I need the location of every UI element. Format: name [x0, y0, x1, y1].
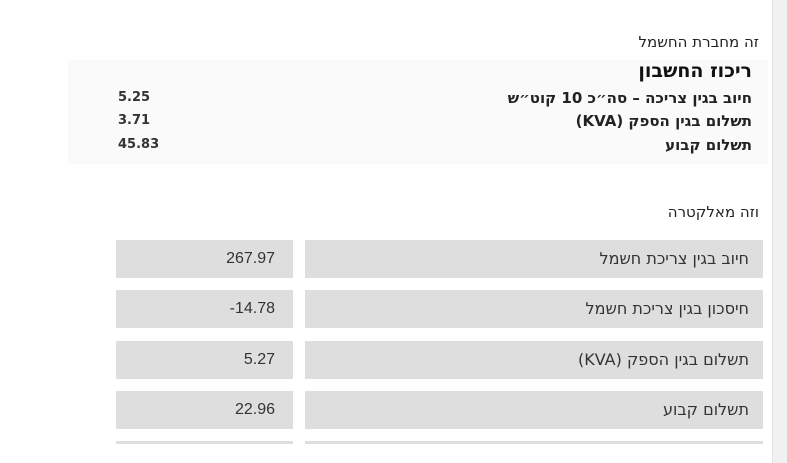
row-value: 267.97: [116, 240, 293, 278]
summary-row-value: 45.83: [118, 137, 160, 152]
account-summary-panel: ריכוז החשבון חיוב בגין צריכה – סה״כ 10 ק…: [68, 60, 768, 164]
vertical-scrollbar[interactable]: [772, 0, 787, 463]
summary-row-label: תשלום בגין הספק (KVA): [575, 112, 752, 130]
row-label: חיוב בגין צריכת חשמל: [305, 240, 763, 278]
row-value: 5.27: [116, 341, 293, 379]
electric-company-caption: זה מחברת החשמל: [638, 33, 759, 51]
summary-row: חיוב בגין צריכה – סה״כ 10 קוט״ש 5.25: [68, 89, 768, 111]
table-row: -14.78 חיסכון בגין צריכת חשמל: [116, 290, 763, 328]
summary-title: ריכוז החשבון: [638, 60, 752, 82]
row-value: 22.96: [116, 391, 293, 429]
table-row: 267.97 חיוב בגין צריכת חשמל: [116, 240, 763, 278]
table-row: 5.27 תשלום בגין הספק (KVA): [116, 341, 763, 379]
table-row-partial-label: [305, 441, 763, 444]
table-row-partial-value: [116, 441, 293, 444]
summary-row: תשלום קבוע 45.83: [68, 136, 768, 158]
table-row: 22.96 תשלום קבוע: [116, 391, 763, 429]
summary-row: תשלום בגין הספק (KVA) 3.71: [68, 112, 768, 134]
summary-row-label: תשלום קבוע: [665, 136, 752, 154]
row-label: חיסכון בגין צריכת חשמל: [305, 290, 763, 328]
electra-caption: וזה מאלקטרה: [667, 203, 759, 221]
row-label: תשלום קבוע: [305, 391, 763, 429]
summary-row-value: 5.25: [118, 90, 151, 105]
summary-row-value: 3.71: [118, 113, 151, 128]
row-label: תשלום בגין הספק (KVA): [305, 341, 763, 379]
summary-row-label: חיוב בגין צריכה – סה״כ 10 קוט״ש: [507, 89, 752, 107]
row-value: -14.78: [116, 290, 293, 328]
